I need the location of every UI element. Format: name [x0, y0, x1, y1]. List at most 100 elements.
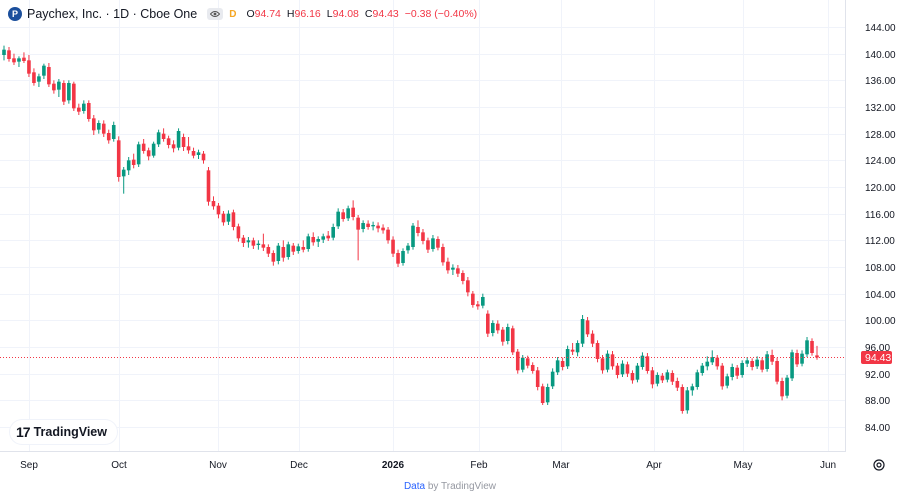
- candle-body: [186, 146, 191, 151]
- candle-body: [251, 240, 256, 246]
- candle-body: [580, 319, 585, 344]
- change-value: −0.38 (−0.40%): [404, 8, 478, 20]
- paychex-logo-icon: P: [8, 7, 22, 21]
- tradingview-logo[interactable]: 17 TradingView: [10, 420, 117, 444]
- candle-body: [366, 223, 370, 227]
- symbol-title[interactable]: Paychex, Inc. · 1D · Cboe One: [27, 7, 198, 21]
- candle-body: [221, 213, 226, 223]
- candle-body: [206, 170, 211, 202]
- gear-icon[interactable]: [872, 458, 886, 472]
- price-tick-label: 124.00: [865, 156, 896, 167]
- candle-body: [451, 267, 455, 270]
- candle-body: [181, 137, 186, 147]
- price-tick-label: 84.00: [865, 423, 890, 434]
- candle-body: [286, 244, 291, 257]
- candle-body: [700, 365, 705, 373]
- time-tick-label: 2026: [382, 460, 405, 471]
- candle-body: [730, 367, 735, 377]
- high-label: H: [286, 8, 295, 20]
- candle-body: [495, 323, 500, 331]
- candle-body: [745, 360, 749, 364]
- open-value: 94.74: [254, 8, 281, 20]
- last-price-label: 94.43: [861, 350, 892, 364]
- candle-body: [720, 365, 725, 387]
- price-tick-label: 140.00: [865, 50, 896, 61]
- candle-body: [86, 103, 91, 119]
- candle-body: [256, 243, 261, 245]
- candle-body: [246, 240, 251, 243]
- candle-body: [446, 261, 450, 271]
- candle-body: [141, 143, 146, 151]
- candle-body: [356, 217, 360, 230]
- candle-body: [47, 67, 51, 85]
- candle-body: [660, 375, 665, 381]
- candle-body: [456, 268, 460, 274]
- price-axis[interactable]: 84.00 88.00 92.00 96.00 100.00 104.00 108.00 11…: [865, 23, 896, 434]
- time-tick-label: Oct: [111, 460, 127, 471]
- price-tick-label: 144.00: [865, 23, 896, 34]
- candle-body: [810, 341, 814, 353]
- candle-body: [780, 381, 784, 397]
- candle-body: [57, 81, 61, 90]
- candle-body: [67, 83, 71, 101]
- price-tick-label: 92.00: [865, 370, 890, 381]
- candle-body: [231, 212, 236, 227]
- candle-body: [171, 144, 176, 149]
- candle-body: [690, 386, 695, 391]
- candle-body: [2, 49, 6, 55]
- low-label: L: [326, 8, 333, 20]
- candle-body: [770, 355, 774, 362]
- time-tick-label: Dec: [290, 460, 308, 471]
- candle-body: [535, 370, 540, 387]
- last-price-text: 94.43: [865, 352, 891, 364]
- candle-body: [750, 361, 754, 367]
- candle-body: [411, 225, 415, 247]
- candle-body: [301, 247, 306, 250]
- candle-body: [481, 297, 485, 306]
- candle-body: [530, 365, 535, 371]
- ohlc-values: O94.74 H96.16 L94.08 C94.43 −0.38 (−0.40…: [246, 8, 477, 20]
- price-tick-label: 132.00: [865, 103, 896, 114]
- candle-body: [600, 358, 605, 371]
- data-delay-flag[interactable]: D: [229, 8, 237, 20]
- candle-body: [17, 58, 21, 62]
- candle-body: [12, 58, 16, 63]
- candle-body: [670, 373, 675, 382]
- time-tick-label: May: [734, 460, 753, 471]
- candle-body: [266, 247, 271, 254]
- candle-body: [665, 372, 670, 380]
- candle-body: [146, 150, 151, 157]
- candle-body: [540, 386, 545, 403]
- open-label: O: [246, 8, 255, 20]
- candle-body: [261, 244, 266, 248]
- candle-body: [106, 133, 111, 141]
- time-tick-label: Apr: [646, 460, 662, 471]
- candle-body: [37, 76, 41, 82]
- candle-body: [735, 367, 739, 376]
- candle-body: [570, 349, 575, 352]
- candle-body: [296, 246, 301, 251]
- candle-body: [276, 245, 281, 261]
- candle-body: [515, 351, 520, 371]
- candle-body: [131, 159, 136, 165]
- data-link[interactable]: Data: [403, 481, 426, 492]
- candle-body: [311, 237, 316, 243]
- candle-body: [376, 225, 380, 229]
- candle-body: [116, 140, 121, 177]
- price-tick-label: 116.00: [865, 210, 895, 221]
- candle-body: [461, 273, 465, 281]
- candle-body: [555, 360, 560, 373]
- time-tick-label: Sep: [20, 460, 38, 471]
- price-tick-label: 136.00: [865, 76, 896, 87]
- data-credit: Data by TradingView: [0, 481, 900, 492]
- candle-body: [640, 355, 645, 367]
- candle-body: [675, 381, 680, 388]
- time-axis[interactable]: Sep Oct Nov Dec 2026 Feb Mar Apr May Jun: [20, 460, 836, 471]
- candle-body: [615, 365, 620, 375]
- eye-icon[interactable]: [207, 8, 224, 20]
- candle-body: [471, 293, 475, 305]
- candle-body: [500, 329, 505, 342]
- candle-body: [610, 354, 615, 367]
